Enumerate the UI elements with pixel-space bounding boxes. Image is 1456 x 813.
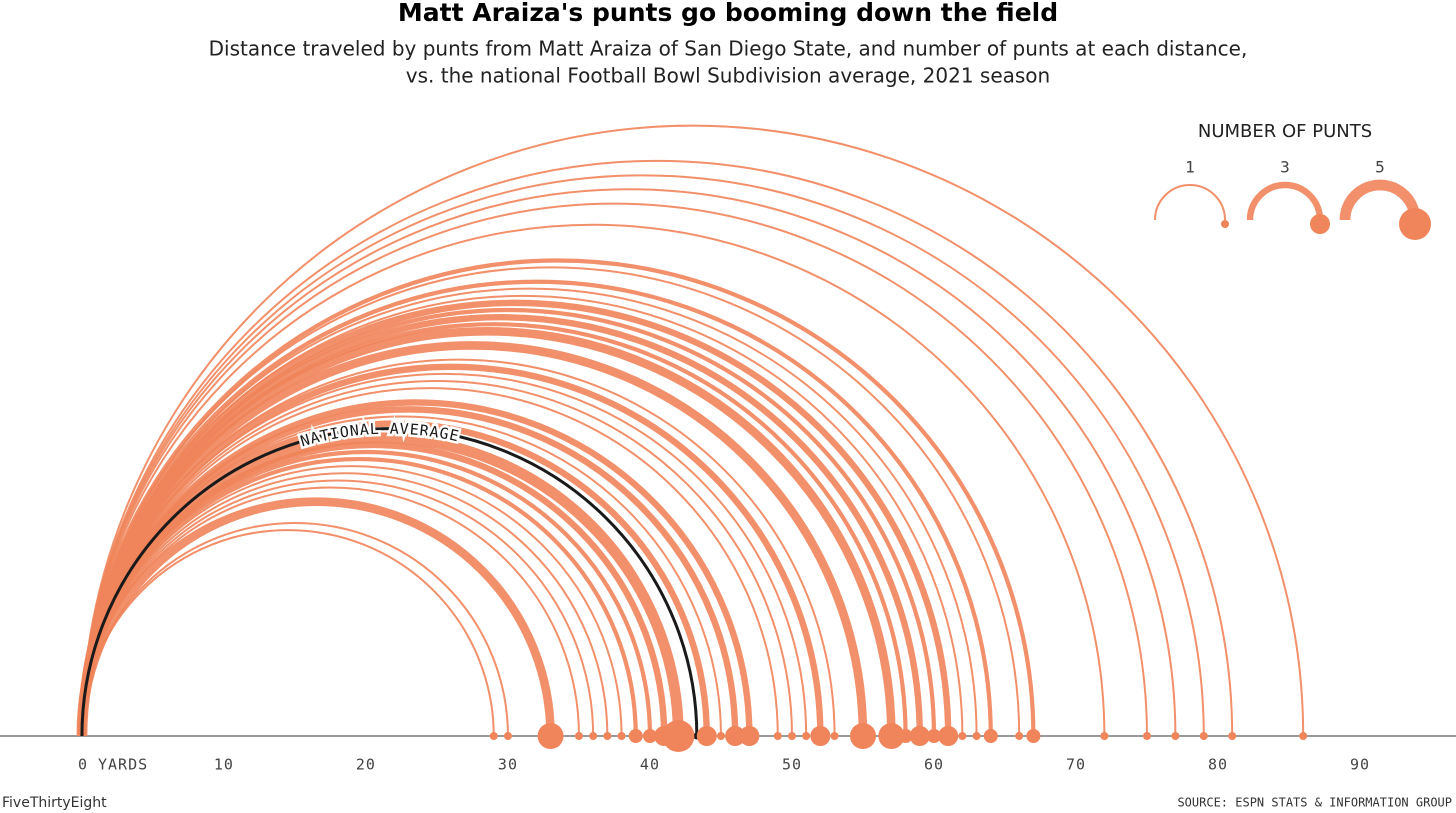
legend-label: 3 xyxy=(1280,158,1290,177)
punt-dot xyxy=(696,726,717,746)
legend-arc xyxy=(1339,179,1421,221)
chart-subtitle: Distance traveled by punts from Matt Ara… xyxy=(209,37,1248,61)
punt-arc xyxy=(77,497,555,737)
credit: FiveThirtyEight xyxy=(2,795,107,811)
chart-subtitle: vs. the national Football Bowl Subdivisi… xyxy=(406,64,1050,88)
x-tick-label: 40 xyxy=(640,756,660,774)
punt-dot xyxy=(617,732,626,740)
punt-dot xyxy=(1199,732,1208,740)
punt-dot xyxy=(983,729,998,743)
punt-dot xyxy=(589,732,598,740)
legend-dot xyxy=(1221,220,1229,228)
x-tick-label: 0 YARDS xyxy=(78,756,148,774)
punt-dot xyxy=(926,729,941,743)
punt-dot xyxy=(1228,732,1237,740)
punt-arc xyxy=(80,203,1148,737)
x-tick-label: 80 xyxy=(1208,756,1228,774)
national-average-arc xyxy=(80,427,699,737)
x-tick-label: 70 xyxy=(1066,756,1086,774)
punt-dot xyxy=(503,732,512,740)
x-tick-label: 20 xyxy=(356,756,376,774)
punt-dot xyxy=(849,723,876,749)
punt-arc xyxy=(78,300,952,737)
punt-dot xyxy=(773,732,782,740)
punt-arc xyxy=(79,279,993,737)
punt-dot xyxy=(628,729,643,743)
punt-dot xyxy=(909,726,930,746)
punt-dot xyxy=(787,732,796,740)
x-tick-label: 60 xyxy=(924,756,944,774)
punt-dot xyxy=(1015,732,1024,740)
punt-dot xyxy=(489,732,498,740)
punt-dot xyxy=(1171,732,1180,740)
legend-label: 1 xyxy=(1185,158,1195,177)
legend-arc xyxy=(1154,184,1226,221)
legend-dot xyxy=(1399,208,1431,240)
punt-arc xyxy=(80,174,1205,737)
punt-arc xyxy=(80,159,1234,737)
punt-arc xyxy=(80,124,1305,737)
punt-dot xyxy=(958,732,967,740)
punt-dot xyxy=(1026,729,1041,743)
punt-dot xyxy=(878,723,905,749)
punt-dot xyxy=(1142,732,1151,740)
punt-dot xyxy=(642,729,657,743)
punt-arc xyxy=(80,224,1106,737)
legend-label: 5 xyxy=(1375,158,1385,177)
punt-dot xyxy=(725,726,746,746)
punt-arc xyxy=(78,399,753,737)
punt-dot xyxy=(938,726,959,746)
x-tick-label: 90 xyxy=(1350,756,1370,774)
legend-dot xyxy=(1310,214,1330,234)
punt-dot xyxy=(662,720,695,752)
punt-dot xyxy=(739,726,760,746)
punt-dot xyxy=(802,732,811,740)
source: SOURCE: ESPN STATS & INFORMATION GROUP xyxy=(1177,796,1452,810)
punt-dot xyxy=(574,732,583,740)
x-tick-label: 10 xyxy=(214,756,234,774)
punt-dot xyxy=(1100,732,1109,740)
legend-arc xyxy=(1246,181,1324,221)
chart-title: Matt Araiza's punts go booming down the … xyxy=(398,0,1058,27)
punt-dot xyxy=(830,732,839,740)
punt-dot xyxy=(716,732,725,740)
punt-arc xyxy=(79,258,1036,737)
punt-dot xyxy=(810,726,831,746)
punt-dot xyxy=(537,723,564,749)
x-tick-label: 50 xyxy=(782,756,802,774)
legend-title: NUMBER OF PUNTS xyxy=(1198,121,1372,142)
x-tick-label: 30 xyxy=(498,756,518,774)
punt-dot xyxy=(1299,732,1308,740)
punt-dot xyxy=(898,729,913,743)
punt-dot xyxy=(972,732,981,740)
punt-dot xyxy=(603,732,612,740)
